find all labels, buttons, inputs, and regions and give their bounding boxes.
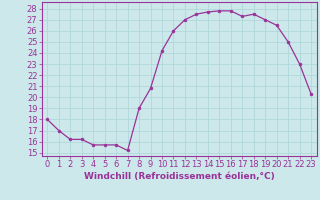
- X-axis label: Windchill (Refroidissement éolien,°C): Windchill (Refroidissement éolien,°C): [84, 172, 275, 181]
